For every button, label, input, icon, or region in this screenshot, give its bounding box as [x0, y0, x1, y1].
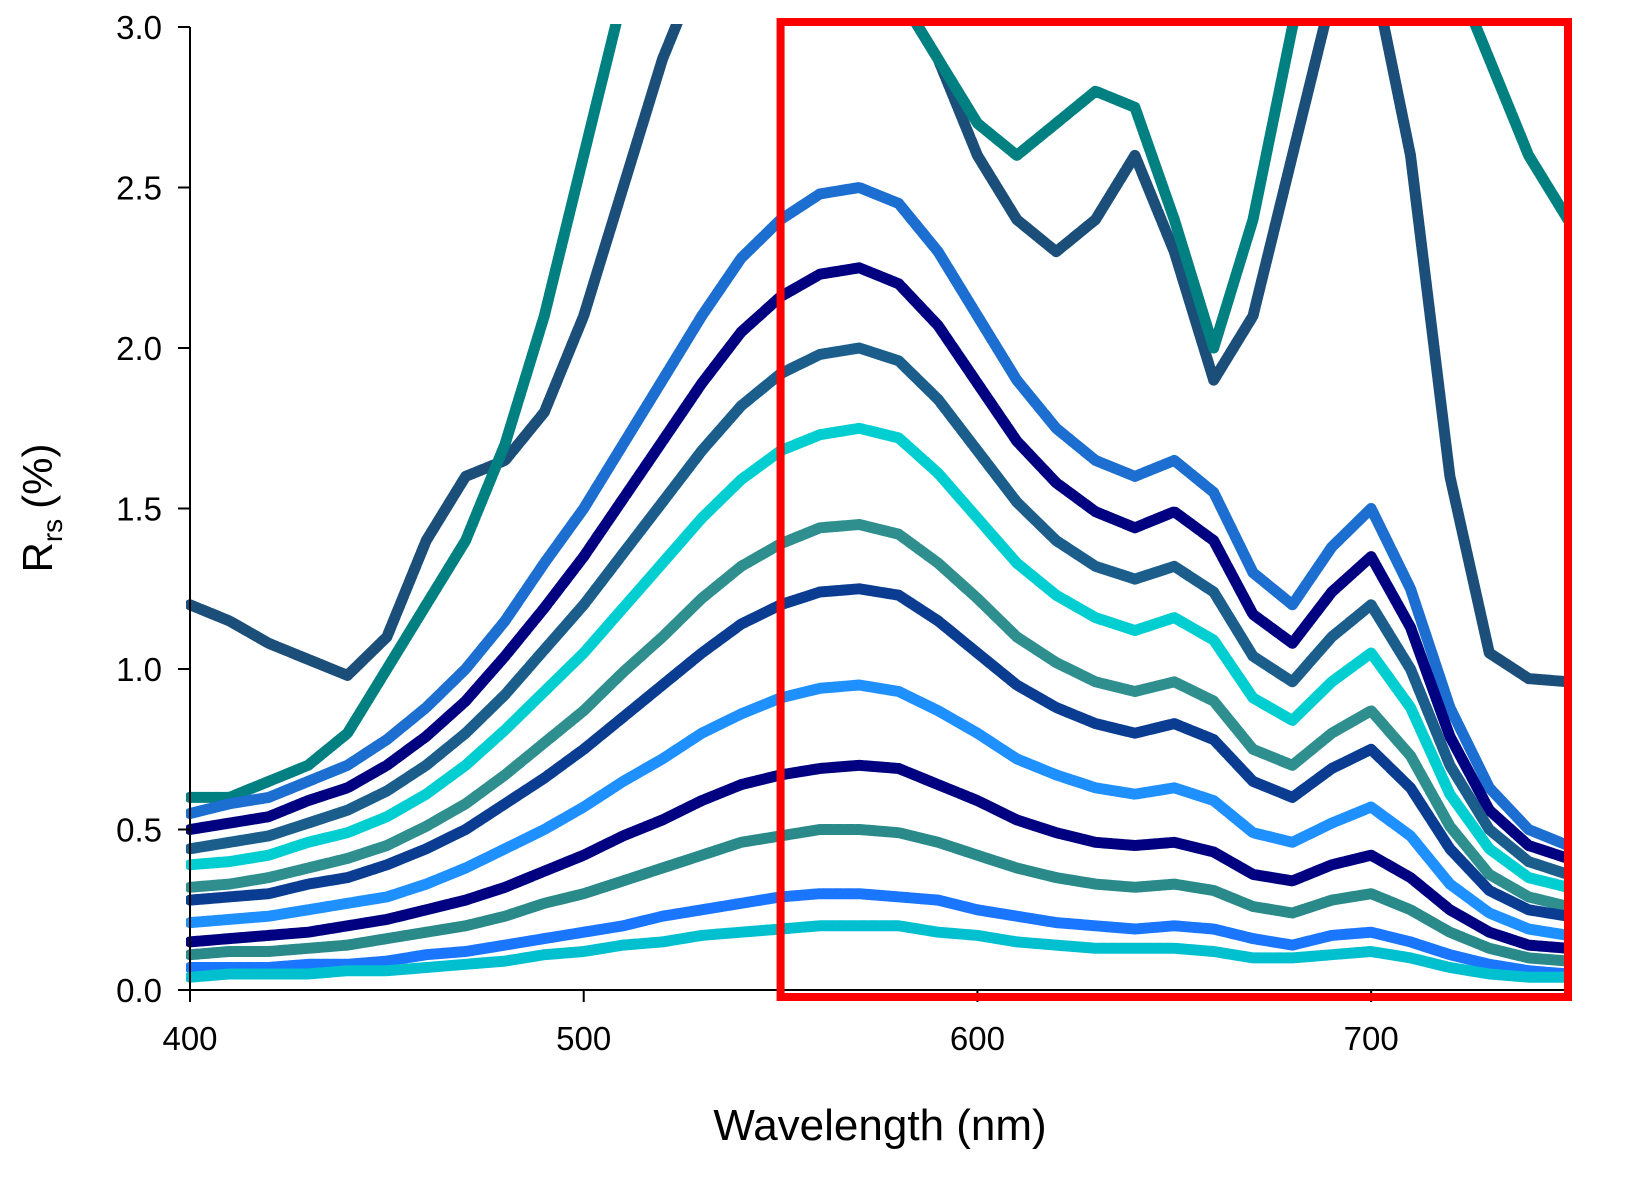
y-label-unit: (%): [14, 444, 61, 509]
x-tick-label: 700: [1344, 1020, 1399, 1057]
series-line: [186, 583, 1572, 922]
plot-area: [186, 24, 1572, 983]
axes: 0.0 0.5 1.0 1.5 2.0 2.5 3.0 400 500 600 700: [116, 9, 1572, 1057]
y-axis-label: Rrs (%): [14, 444, 68, 573]
y-label-main: R: [14, 542, 61, 572]
series-line: [186, 422, 1572, 893]
y-tick-label: 1.0: [116, 651, 162, 688]
series-line: [186, 262, 1572, 864]
y-tick-label: 2.0: [116, 330, 162, 367]
x-tick-label: 600: [950, 1020, 1005, 1057]
series-line: [186, 24, 1572, 688]
y-tick-label: 2.5: [116, 170, 162, 207]
series-line: [186, 888, 1572, 980]
y-tick-label: 0.0: [116, 972, 162, 1009]
series-line: [186, 24, 1572, 803]
series-line: [186, 920, 1572, 983]
series-line: [186, 679, 1572, 941]
x-tick-label: 400: [162, 1020, 217, 1057]
series-line: [186, 824, 1572, 967]
y-label-sub: rs: [37, 519, 68, 542]
y-tick-label: 0.5: [116, 812, 162, 849]
x-axis-label: Wavelength (nm): [713, 1101, 1046, 1150]
series-line: [186, 342, 1572, 880]
highlight-box: [776, 18, 1572, 1001]
y-tick-label: 1.5: [116, 491, 162, 528]
series-line: [186, 759, 1572, 954]
x-tick-label: 500: [556, 1020, 611, 1057]
y-tick-label: 3.0: [116, 9, 162, 46]
series-line: [186, 182, 1572, 851]
series-line: [186, 519, 1572, 912]
